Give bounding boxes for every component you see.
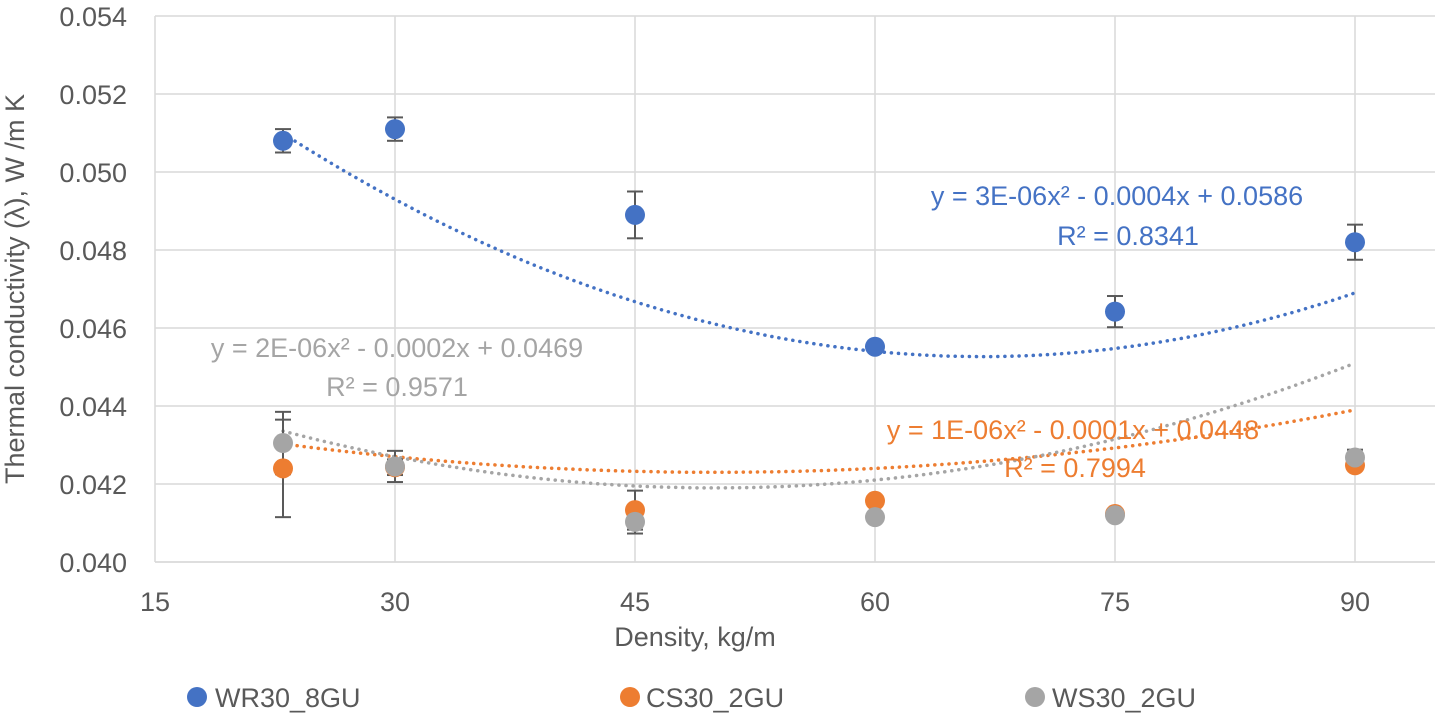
legend: WR30_8GU CS30_2GU WS30_2GU (187, 683, 1196, 713)
data-point-ws30-2gu (1105, 505, 1125, 526)
equation-wr30: y = 3E-06x² - 0.0004x + 0.0586 R² = 0.83… (931, 181, 1303, 251)
data-point-wr30-8gu (273, 130, 293, 151)
x-tick-label: 30 (380, 587, 410, 617)
y-axis-title: Thermal conductivity (λ), W /m K (0, 94, 30, 484)
legend-item-cs30[interactable]: CS30_2GU (620, 683, 784, 713)
trendline-cs30-2gu (281, 408, 1357, 475)
gridlines (154, 15, 1435, 563)
equation-ws30-formula: y = 2E-06x² - 0.0002x + 0.0469 (211, 333, 583, 363)
equation-ws30: y = 2E-06x² - 0.0002x + 0.0469 R² = 0.95… (211, 333, 583, 402)
data-points (273, 119, 1365, 532)
x-tick-label: 75 (1100, 587, 1130, 617)
y-tick-label: 0.040 (59, 548, 127, 578)
data-point-ws30-2gu (1345, 447, 1365, 468)
legend-label-cs30: CS30_2GU (646, 683, 784, 713)
x-tick-label: 45 (620, 587, 650, 617)
y-tick-label: 0.042 (59, 470, 127, 500)
y-tick-label: 0.050 (59, 158, 127, 188)
equation-wr30-r2: R² = 0.8341 (1057, 221, 1199, 251)
legend-item-ws30[interactable]: WS30_2GU (1025, 683, 1196, 713)
data-point-ws30-2gu (385, 456, 405, 477)
x-axis-title: Density, kg/m (614, 622, 776, 652)
data-point-wr30-8gu (625, 204, 645, 225)
data-point-cs30-2gu (273, 458, 293, 479)
legend-marker-cs30 (620, 687, 640, 707)
legend-marker-ws30 (1025, 687, 1045, 707)
data-point-ws30-2gu (625, 511, 645, 532)
data-point-wr30-8gu (1345, 232, 1365, 253)
data-point-wr30-8gu (865, 336, 885, 357)
y-tick-label: 0.054 (59, 2, 127, 32)
equation-cs30: y = 1E-06x² - 0.0001x + 0.0448 R² = 0.79… (887, 415, 1259, 483)
x-tick-label: 15 (140, 587, 170, 617)
trendlines (281, 131, 1357, 490)
error-bars (275, 116, 1363, 535)
data-point-ws30-2gu (865, 507, 885, 528)
equation-cs30-r2: R² = 0.7994 (1004, 453, 1146, 483)
data-point-ws30-2gu (273, 433, 293, 454)
data-point-wr30-8gu (1105, 301, 1125, 322)
legend-label-ws30: WS30_2GU (1052, 683, 1196, 713)
data-point-wr30-8gu (385, 119, 405, 140)
y-tick-label: 0.044 (59, 392, 127, 422)
legend-label-wr30: WR30_8GU (215, 683, 361, 713)
y-tick-label: 0.052 (59, 80, 127, 110)
equation-ws30-r2: R² = 0.9571 (326, 372, 468, 402)
equation-cs30-formula: y = 1E-06x² - 0.0001x + 0.0448 (887, 415, 1259, 445)
y-tick-label: 0.048 (59, 236, 127, 266)
data-point-cs30-2gu (865, 490, 885, 511)
x-tick-label: 60 (860, 587, 890, 617)
y-tick-label: 0.046 (59, 314, 127, 344)
trendline-ws30-2gu (281, 361, 1357, 490)
equation-wr30-formula: y = 3E-06x² - 0.0004x + 0.0586 (931, 181, 1303, 211)
trendline-wr30-8gu (281, 131, 1357, 359)
y-axis-ticks: 0.040 0.042 0.044 0.046 0.048 0.050 0.052 0.054 (59, 2, 127, 578)
x-tick-label: 90 (1340, 587, 1370, 617)
x-axis-ticks: 15 30 45 60 75 90 (140, 587, 1370, 617)
legend-item-wr30[interactable]: WR30_8GU (187, 683, 361, 713)
legend-marker-wr30 (187, 687, 207, 707)
